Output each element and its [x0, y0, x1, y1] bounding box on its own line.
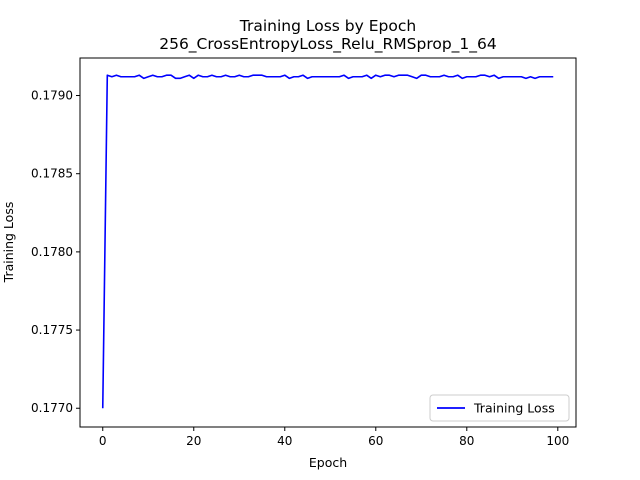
y-axis-ticks: 0.1770 0.1775 0.1780 0.1785 0.1790	[31, 89, 80, 415]
plot-frame	[79, 57, 577, 428]
series-layer	[101, 74, 554, 409]
x-tick-label: 60	[368, 434, 383, 448]
legend: Training Loss	[429, 394, 570, 422]
x-tick-label: 20	[186, 434, 201, 448]
plot-area	[80, 58, 576, 427]
chart-subtitle: 256_CrossEntropyLoss_Relu_RMSprop_1_64	[159, 35, 497, 54]
x-axis-ticks: 0 20 40 60 80 100	[99, 427, 569, 448]
chart-title: Training Loss by Epoch	[239, 17, 416, 35]
y-axis-label: Training Loss	[1, 202, 16, 284]
legend-label-training-loss: Training Loss	[473, 401, 555, 416]
y-tick-label: 0.1785	[31, 167, 73, 181]
y-tick-label: 0.1775	[31, 323, 73, 337]
x-tick-label: 100	[546, 434, 569, 448]
x-tick-label: 0	[99, 434, 107, 448]
series-line-training-loss	[101, 74, 554, 409]
x-tick-label: 80	[459, 434, 474, 448]
legend-box	[429, 394, 570, 422]
x-axis-label: Epoch	[309, 455, 347, 470]
y-tick-label: 0.1780	[31, 245, 73, 259]
x-tick-label: 40	[277, 434, 292, 448]
y-tick-label: 0.1790	[31, 89, 73, 103]
y-tick-label: 0.1770	[31, 401, 73, 415]
